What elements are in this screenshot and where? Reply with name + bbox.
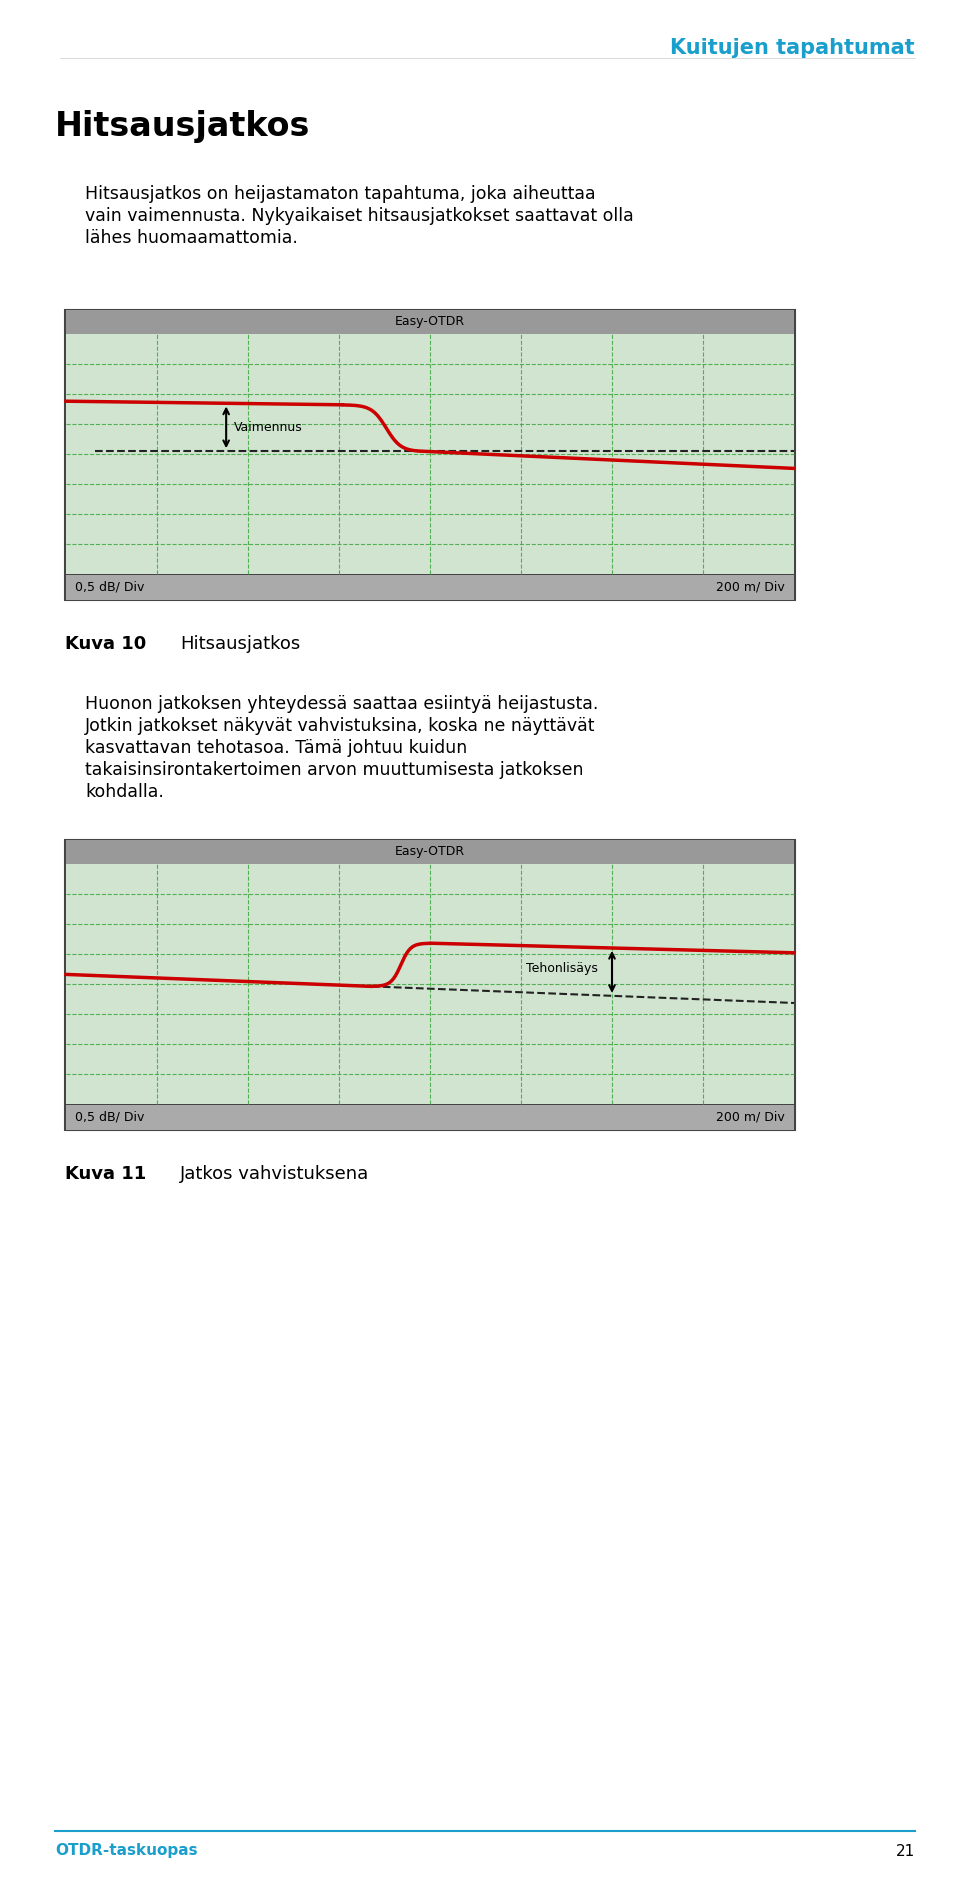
Text: Hitsausjatkos: Hitsausjatkos (55, 109, 310, 143)
Text: 200 m/ Div: 200 m/ Div (716, 581, 785, 594)
Text: takaisinsirontakertoimen arvon muuttumisesta jatkoksen: takaisinsirontakertoimen arvon muuttumis… (85, 760, 584, 779)
Text: 21: 21 (896, 1843, 915, 1858)
Text: Easy-OTDR: Easy-OTDR (395, 845, 465, 858)
Text: Easy-OTDR: Easy-OTDR (395, 315, 465, 328)
Text: OTDR-taskuopas: OTDR-taskuopas (55, 1843, 198, 1858)
Text: Tehonlisäys: Tehonlisäys (525, 962, 597, 975)
Text: Kuitujen tapahtumat: Kuitujen tapahtumat (670, 38, 915, 58)
Text: Huonon jatkoksen yhteydessä saattaa esiintyä heijastusta.: Huonon jatkoksen yhteydessä saattaa esii… (85, 696, 598, 713)
Text: kasvattavan tehotasoa. Tämä johtuu kuidun: kasvattavan tehotasoa. Tämä johtuu kuidu… (85, 739, 468, 756)
Bar (65, 839, 795, 1130)
Text: Jatkos vahvistuksena: Jatkos vahvistuksena (180, 1166, 370, 1183)
Text: Vaimennus: Vaimennus (233, 421, 302, 434)
Bar (66, 1105, 794, 1130)
Text: Jotkin jatkokset näkyvät vahvistuksina, koska ne näyttävät: Jotkin jatkokset näkyvät vahvistuksina, … (85, 717, 595, 736)
Text: Kuva 11: Kuva 11 (65, 1166, 146, 1183)
Text: Kuva 10: Kuva 10 (65, 636, 146, 653)
Bar (65, 309, 795, 600)
Text: lähes huomaamattomia.: lähes huomaamattomia. (85, 228, 298, 247)
Text: 0,5 dB/ Div: 0,5 dB/ Div (75, 581, 144, 594)
Bar (66, 839, 794, 864)
Text: 0,5 dB/ Div: 0,5 dB/ Div (75, 1111, 144, 1124)
Text: 200 m/ Div: 200 m/ Div (716, 1111, 785, 1124)
Bar (66, 864, 794, 1103)
Text: Hitsausjatkos on heijastamaton tapahtuma, joka aiheuttaa: Hitsausjatkos on heijastamaton tapahtuma… (85, 185, 595, 204)
Bar (66, 334, 794, 573)
Text: kohdalla.: kohdalla. (85, 783, 164, 802)
Bar (66, 309, 794, 334)
Text: Hitsausjatkos: Hitsausjatkos (180, 636, 300, 653)
Text: vain vaimennusta. Nykyaikaiset hitsausjatkokset saattavat olla: vain vaimennusta. Nykyaikaiset hitsausja… (85, 207, 634, 224)
Bar (66, 575, 794, 600)
